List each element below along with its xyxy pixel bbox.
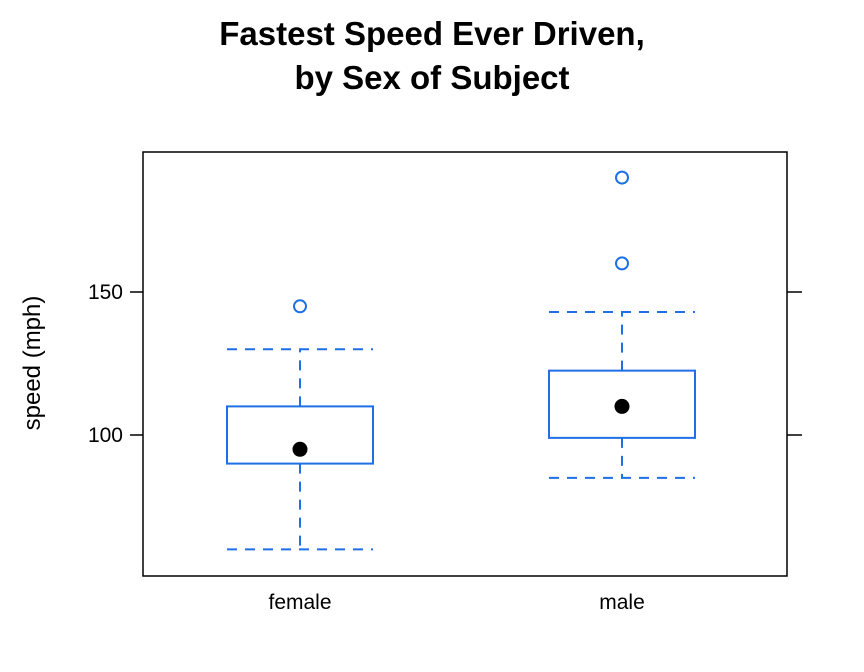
median-dot	[614, 398, 630, 414]
outlier-point	[293, 299, 307, 314]
chart-title: Fastest Speed Ever Driven, by Sex of Sub…	[0, 12, 864, 100]
plot-frame	[142, 151, 788, 577]
outlier-point	[615, 256, 629, 271]
outlier-point	[615, 170, 629, 185]
median-dot	[292, 441, 308, 457]
x-axis: female male	[268, 591, 644, 614]
right-axis-ticks	[787, 291, 802, 436]
y-axis-label: speed (mph)	[19, 296, 46, 431]
y-tick-label: 100	[88, 424, 123, 447]
y-axis: 100 150	[88, 281, 143, 447]
chart-title-line-2: by Sex of Subject	[294, 59, 570, 96]
box-female	[226, 299, 374, 551]
x-tick-label: male	[599, 591, 645, 614]
chart-title-line-1: Fastest Speed Ever Driven,	[219, 15, 645, 52]
x-tick-label: female	[268, 591, 331, 614]
box-male	[548, 170, 696, 479]
boxes-layer	[226, 170, 696, 551]
y-tick-label: 150	[88, 281, 123, 304]
